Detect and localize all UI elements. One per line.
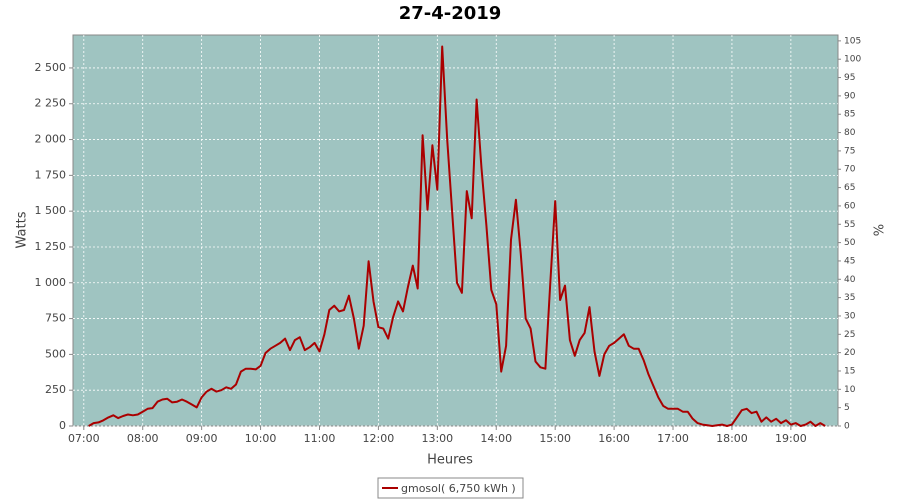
y2-tick-label: 45 <box>844 256 855 266</box>
series-line <box>88 45 826 427</box>
x-tick-label: 17:00 <box>657 432 689 445</box>
y2-tick-label: 20 <box>844 348 856 358</box>
y-tick-label: 1 250 <box>35 240 67 253</box>
y-tick-label: 500 <box>45 347 66 360</box>
y-tick-label: 1 750 <box>35 168 67 181</box>
y2-tick-label: 55 <box>844 220 855 230</box>
x-tick-label: 08:00 <box>127 432 159 445</box>
y2-tick-label: 105 <box>844 36 861 46</box>
y2-tick-label: 30 <box>844 311 856 321</box>
y2-tick-label: 60 <box>844 201 856 211</box>
y2-tick-label: 40 <box>844 275 856 285</box>
x-axis-label: Heures <box>427 453 473 468</box>
y-axis-label: Watts <box>15 211 30 248</box>
y2-tick-label: 65 <box>844 183 855 193</box>
y2-tick-label: 70 <box>844 165 856 175</box>
x-tick-label: 13:00 <box>421 432 453 445</box>
y2-tick-label: 95 <box>844 73 855 83</box>
x-tick-label: 07:00 <box>68 432 100 445</box>
y2-tick-label: 75 <box>844 146 855 156</box>
y2-tick-label: 0 <box>844 422 850 432</box>
y2-tick-label: 15 <box>844 366 855 376</box>
y2-tick-label: 100 <box>844 55 861 65</box>
y2-tick-label: 85 <box>844 110 855 120</box>
x-tick-label: 19:00 <box>775 432 807 445</box>
y-tick-label: 2 000 <box>35 133 67 146</box>
y2-tick-label: 25 <box>844 330 855 340</box>
y-tick-label: 750 <box>45 312 66 325</box>
x-tick-label: 11:00 <box>304 432 336 445</box>
x-tick-label: 12:00 <box>363 432 395 445</box>
y2-tick-label: 5 <box>844 403 850 413</box>
x-tick-label: 10:00 <box>245 432 277 445</box>
plot-area <box>72 34 839 427</box>
x-tick-label: 14:00 <box>480 432 512 445</box>
x-tick-label: 09:00 <box>186 432 218 445</box>
y2-tick-label: 50 <box>844 238 856 248</box>
y2-tick-label: 80 <box>844 128 856 138</box>
y-tick-label: 1 500 <box>35 204 67 217</box>
y-tick-label: 2 500 <box>35 61 67 74</box>
x-tick-label: 18:00 <box>716 432 748 445</box>
y2-tick-label: 90 <box>844 91 856 101</box>
y2-axis-label: % <box>873 224 888 236</box>
legend-label: gmosol( 6,750 kWh ) <box>401 482 516 495</box>
x-tick-label: 15:00 <box>539 432 571 445</box>
legend-box <box>377 477 524 499</box>
y-tick-label: 0 <box>59 419 66 432</box>
chart-title: 27-4-2019 <box>399 3 502 24</box>
y-tick-label: 1 000 <box>35 276 67 289</box>
y-tick-label: 250 <box>45 383 66 396</box>
y-tick-label: 2 250 <box>35 97 67 110</box>
x-tick-label: 16:00 <box>598 432 630 445</box>
y2-tick-label: 35 <box>844 293 855 303</box>
y2-tick-label: 10 <box>844 385 856 395</box>
